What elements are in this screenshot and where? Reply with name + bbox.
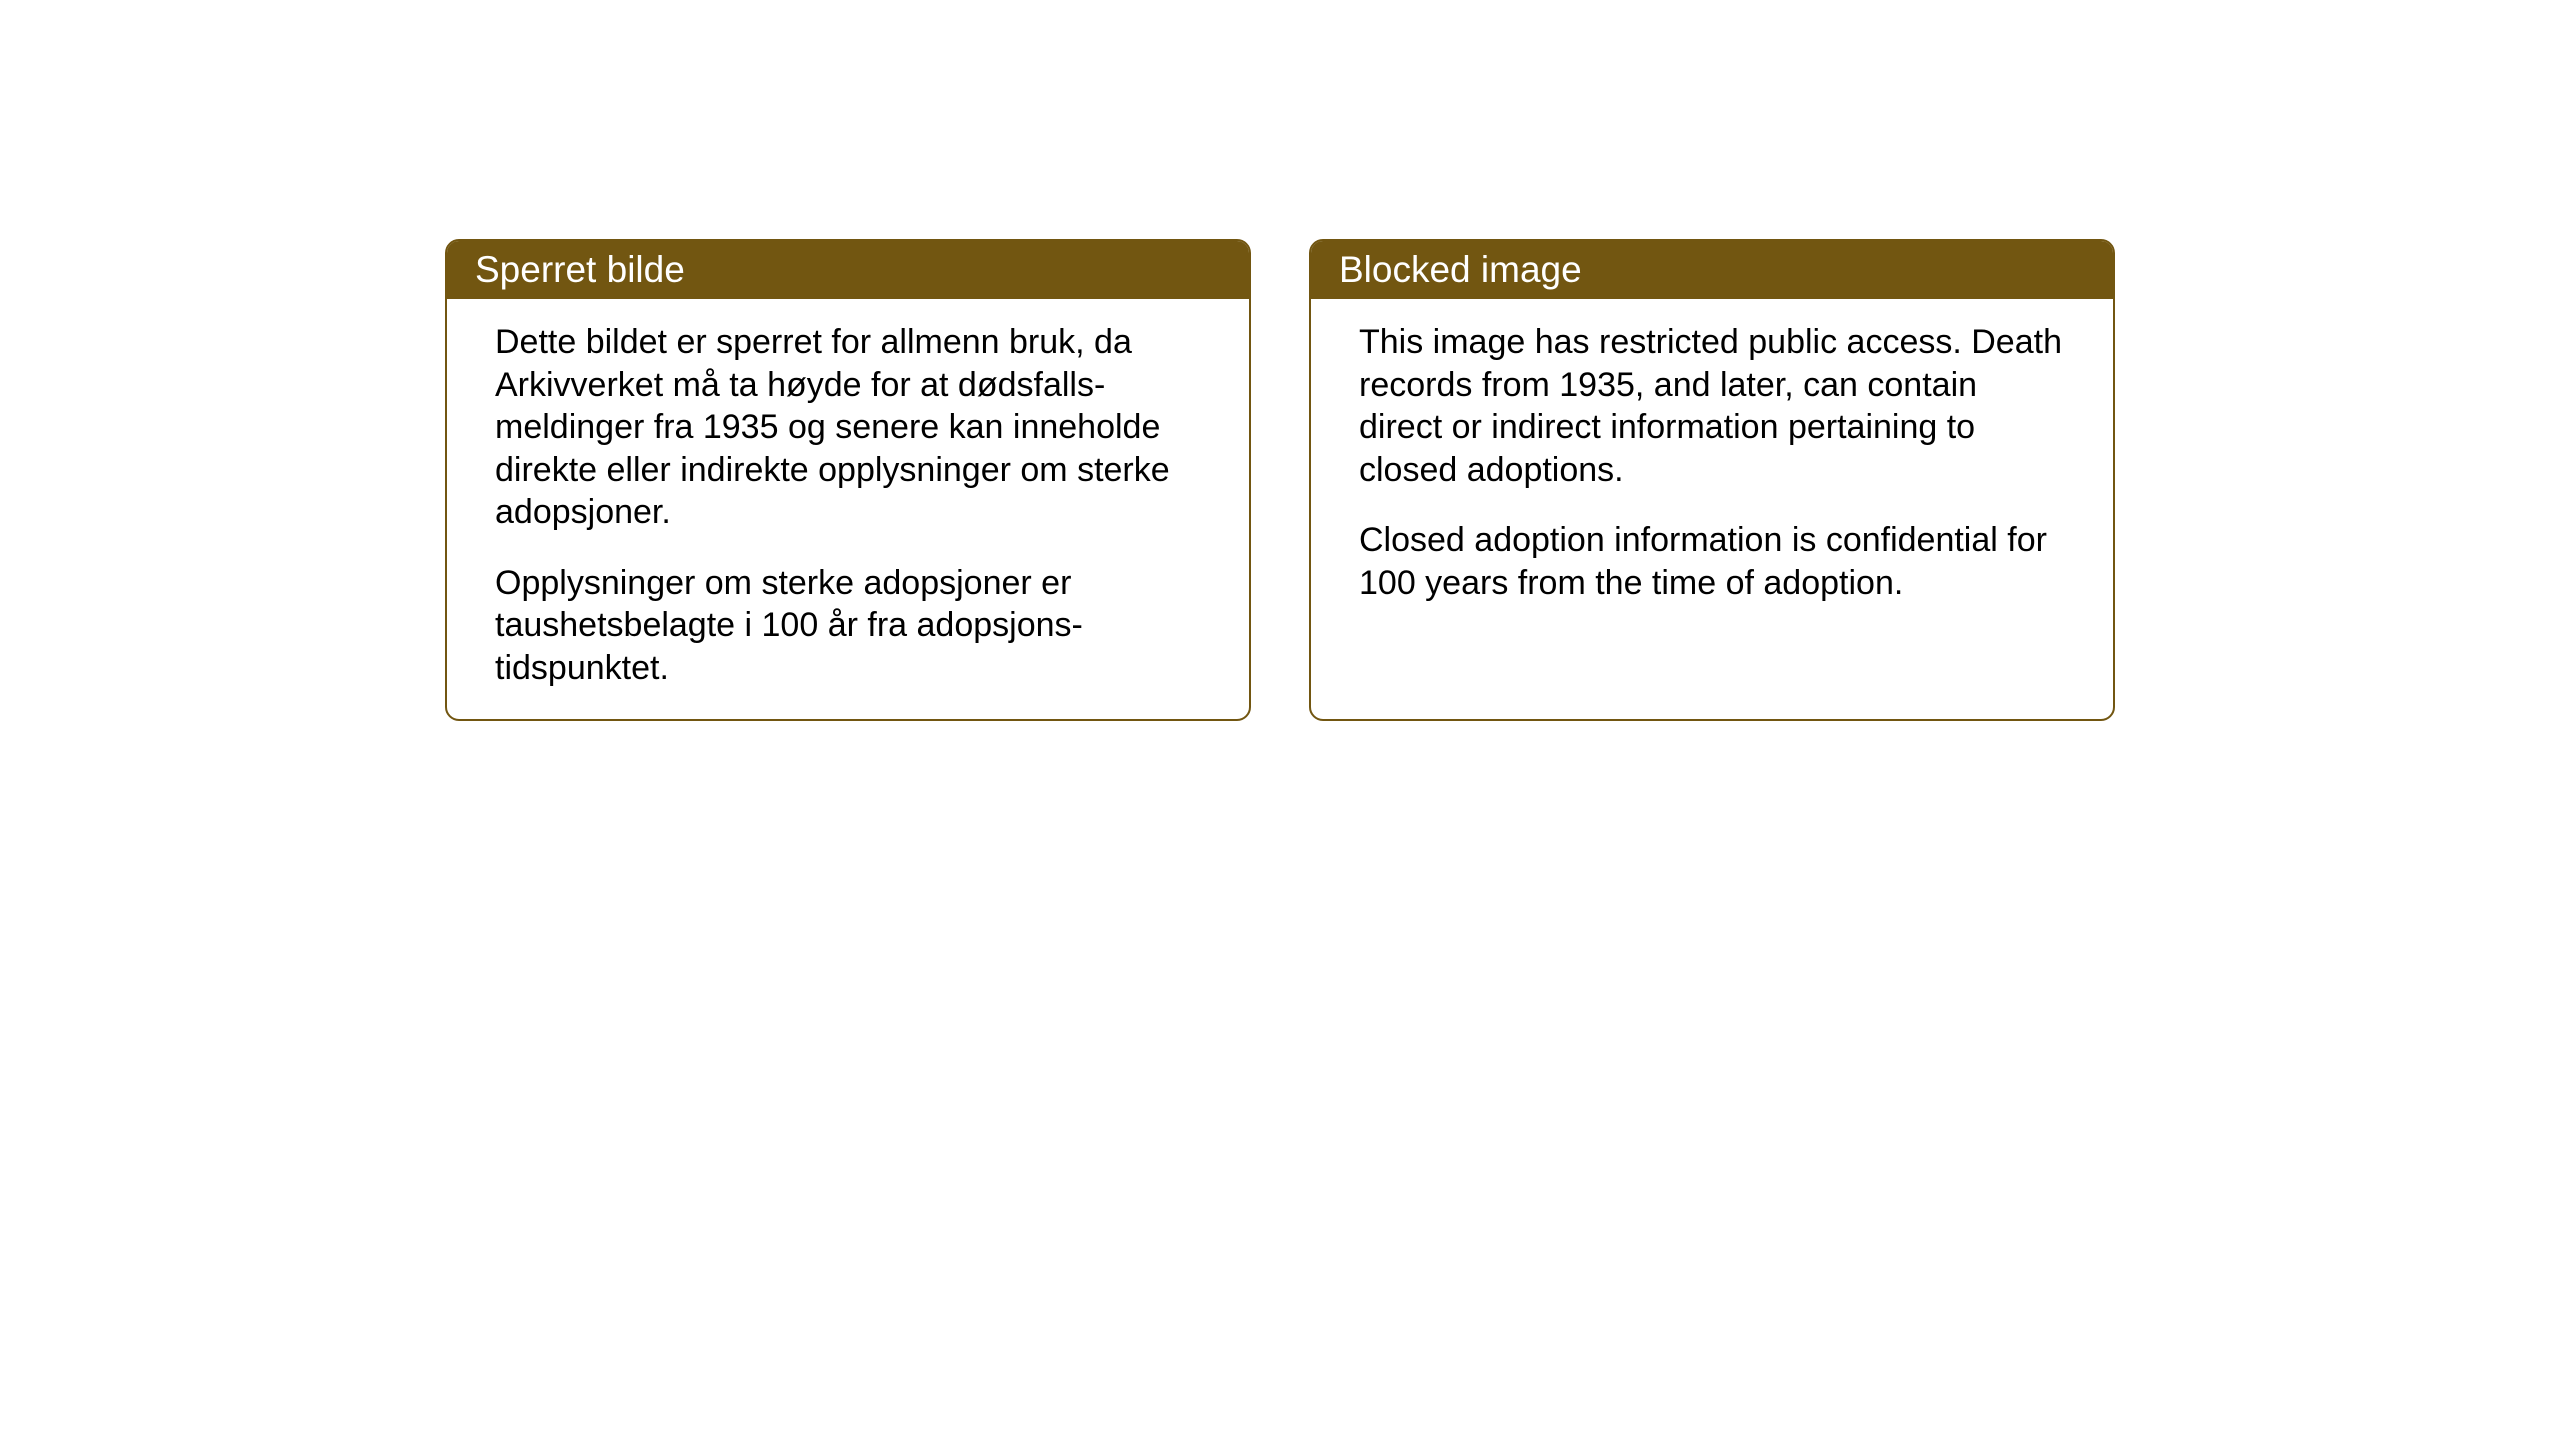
english-card-body: This image has restricted public access.…	[1311, 299, 2113, 719]
norwegian-card-body: Dette bildet er sperret for allmenn bruk…	[447, 299, 1249, 719]
english-card-header: Blocked image	[1311, 241, 2113, 299]
cards-container: Sperret bilde Dette bildet er sperret fo…	[445, 239, 2115, 721]
norwegian-paragraph-1: Dette bildet er sperret for allmenn bruk…	[495, 321, 1201, 534]
english-card: Blocked image This image has restricted …	[1309, 239, 2115, 721]
english-card-title: Blocked image	[1339, 249, 1582, 290]
norwegian-paragraph-2: Opplysninger om sterke adopsjoner er tau…	[495, 562, 1201, 690]
english-paragraph-1: This image has restricted public access.…	[1359, 321, 2065, 491]
norwegian-card-title: Sperret bilde	[475, 249, 685, 290]
norwegian-card-header: Sperret bilde	[447, 241, 1249, 299]
english-paragraph-2: Closed adoption information is confident…	[1359, 519, 2065, 604]
norwegian-card: Sperret bilde Dette bildet er sperret fo…	[445, 239, 1251, 721]
